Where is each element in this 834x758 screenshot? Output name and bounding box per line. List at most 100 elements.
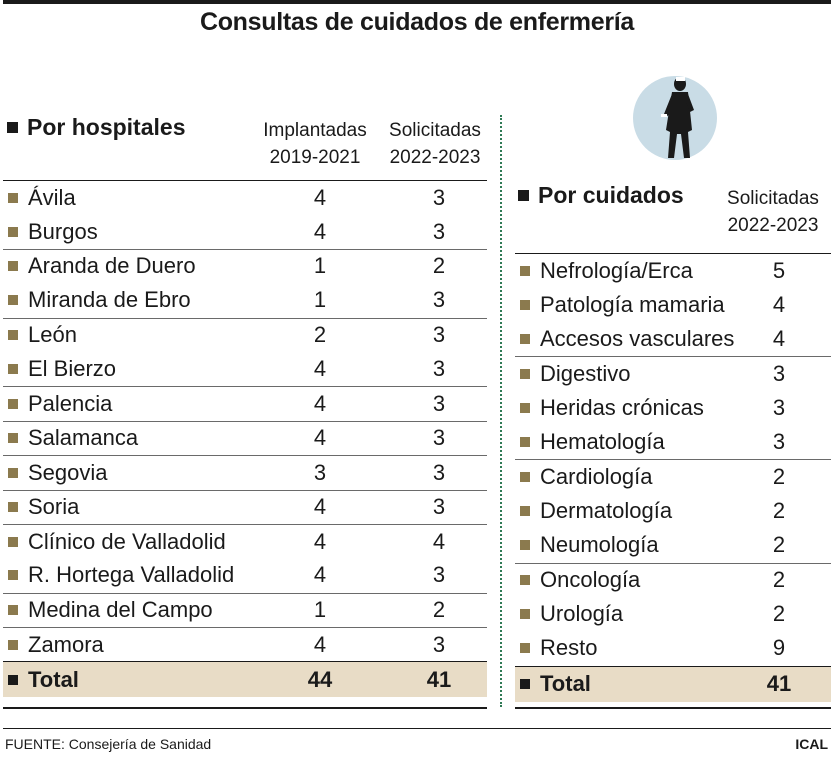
- solicitadas-value: 3: [432, 356, 446, 382]
- hospitals-table: Ávila 4 3 Burgos 4 3 Aranda de Duero 1 2 Miranda …: [3, 180, 487, 698]
- implantadas-value: 4: [313, 562, 327, 588]
- row-bullet-icon: [520, 505, 530, 516]
- care-heading-label: Por cuidados: [538, 182, 684, 208]
- care-name: Hematología: [540, 429, 665, 455]
- row-bullet-icon: [8, 467, 18, 478]
- table-row: Salamanca 4 3: [3, 420, 487, 455]
- row-bullet-icon: [520, 472, 530, 483]
- footer-rule: [3, 728, 831, 729]
- row-bullet-icon: [8, 295, 18, 306]
- table-row: Digestivo 3: [515, 356, 831, 390]
- solicitadas-value: 3: [432, 287, 446, 313]
- solicitadas-value: 3: [432, 391, 446, 417]
- table-row: León 2 3: [3, 317, 487, 352]
- row-bullet-icon: [520, 402, 530, 413]
- hospitals-heading: Por hospitales: [7, 114, 185, 141]
- table-row: Zamora 4 3: [3, 627, 487, 661]
- row-bullet-icon: [8, 261, 18, 272]
- hospital-name: Soria: [28, 494, 80, 520]
- hospital-name: Salamanca: [28, 425, 139, 451]
- solicitadas-value: 3: [772, 360, 786, 386]
- table-row: Nefrología/Erca 5: [515, 253, 831, 287]
- table-row: R. Hortega Valladolid 4 3: [3, 558, 487, 592]
- table-row: Patología mamaria 4: [515, 287, 831, 321]
- table-row: Urología 2: [515, 597, 831, 631]
- total-label: Total: [540, 671, 591, 697]
- right-bottom-rule: [515, 707, 831, 709]
- row-bullet-icon: [520, 540, 530, 551]
- row-bullet-icon: [8, 330, 18, 341]
- hospital-name: Segovia: [28, 459, 108, 485]
- solicitadas-value: 3: [432, 184, 446, 210]
- care-name: Resto: [540, 635, 598, 661]
- solicitadas-value: 2: [772, 464, 786, 490]
- row-bullet-icon: [520, 575, 530, 586]
- row-bullet-icon: [8, 605, 18, 616]
- table-row: Miranda de Ebro 1 3: [3, 283, 487, 317]
- solicitadas-value: 3: [432, 494, 446, 520]
- row-bullet-icon: [8, 570, 18, 581]
- implantadas-value: 4: [313, 218, 327, 244]
- hospital-name: Palencia: [28, 391, 113, 417]
- implantadas-value: 1: [313, 253, 327, 279]
- solicitadas-value: 3: [432, 562, 446, 588]
- table-row: Palencia 4 3: [3, 386, 487, 420]
- care-name: Cardiología: [540, 464, 653, 490]
- care-name: Accesos vasculares: [540, 325, 735, 351]
- table-row: Aranda de Duero 1 2: [3, 248, 487, 283]
- nurse-figure-icon: [633, 76, 717, 160]
- row-bullet-icon: [8, 433, 18, 444]
- left-bottom-rule: [3, 707, 487, 709]
- row-bullet-icon: [8, 502, 18, 513]
- implantadas-value: 4: [313, 528, 327, 554]
- care-name: Dermatología: [540, 497, 673, 523]
- total-implantadas: 44: [307, 666, 333, 692]
- table-row: Hematología 3: [515, 425, 831, 459]
- hospital-name: Zamora: [28, 631, 104, 657]
- care-name: Heridas crónicas: [540, 394, 704, 420]
- table-row: Cardiología 2: [515, 459, 831, 493]
- solicitadas-value: 4: [772, 325, 786, 351]
- page-title: Consultas de cuidados de enfermería: [199, 8, 635, 36]
- row-bullet-icon: [520, 437, 530, 448]
- hospital-name: Medina del Campo: [28, 597, 213, 623]
- total-solicitadas: 41: [426, 666, 452, 692]
- solicitadas-value: 2: [772, 567, 786, 593]
- solicitadas-value: 2: [432, 597, 446, 623]
- credit-label: ICAL: [795, 736, 828, 752]
- table-row: Resto 9: [515, 631, 831, 665]
- solicitadas-value: 2: [772, 532, 786, 558]
- solicitadas-value: 3: [432, 459, 446, 485]
- solicitadas-value: 2: [772, 601, 786, 627]
- table-row: Oncología 2: [515, 562, 831, 597]
- implantadas-value: 4: [313, 391, 327, 417]
- solicitadas-value: 9: [772, 635, 786, 661]
- row-bullet-icon: [520, 265, 530, 276]
- table-row: Segovia 3 3: [3, 455, 487, 489]
- table-row: Accesos vasculares 4: [515, 322, 831, 356]
- implantadas-value: 1: [313, 597, 327, 623]
- care-table: Nefrología/Erca 5 Patología mamaria 4 Acceso…: [515, 253, 831, 702]
- implantadas-value: 4: [313, 425, 327, 451]
- table-row: Neumología 2: [515, 528, 831, 562]
- solicitadas-value: 3: [772, 429, 786, 455]
- implantadas-value: 1: [313, 287, 327, 313]
- table-row: Burgos 4 3: [3, 214, 487, 248]
- solicitadas-value: 3: [432, 218, 446, 244]
- row-bullet-icon: [8, 399, 18, 410]
- total-label: Total: [28, 666, 79, 692]
- row-bullet-icon: [8, 536, 18, 547]
- hospital-name: Ávila: [28, 184, 76, 210]
- implantadas-value: 2: [313, 322, 327, 348]
- total-bullet-icon: [520, 679, 530, 690]
- source-note: FUENTE: Consejería de Sanidad: [5, 736, 212, 752]
- implantadas-value: 4: [313, 631, 327, 657]
- row-bullet-icon: [520, 368, 530, 379]
- hospital-name: El Bierzo: [28, 356, 117, 382]
- column-header-solicitadas: Solicitadas 2022-2023: [389, 120, 481, 168]
- row-bullet-icon: [8, 226, 18, 237]
- solicitadas-value: 4: [432, 528, 446, 554]
- row-bullet-icon: [520, 299, 530, 310]
- row-bullet-icon: [520, 643, 530, 654]
- table-row: Dermatología 2: [515, 494, 831, 528]
